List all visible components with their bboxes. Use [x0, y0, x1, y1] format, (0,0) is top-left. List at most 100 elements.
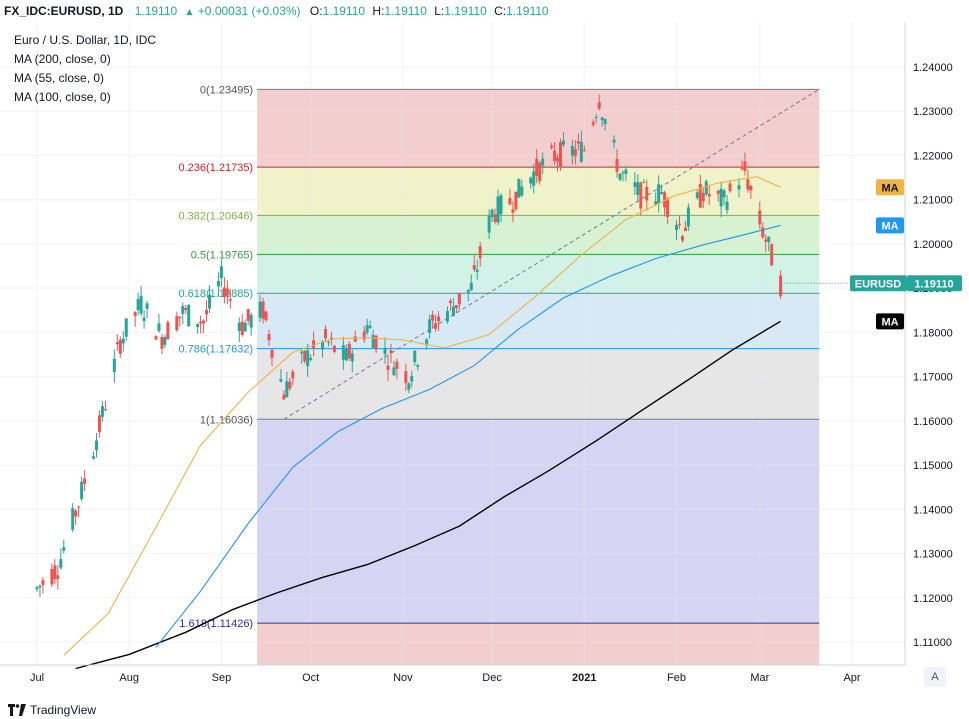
candle-body — [520, 186, 524, 196]
candle-body — [496, 196, 500, 223]
auto-scale-button[interactable]: A — [924, 667, 946, 687]
candle-body — [392, 367, 396, 376]
candle-body — [94, 440, 98, 451]
candle-body — [490, 209, 494, 218]
price-tick-label: 1.24000 — [913, 62, 953, 74]
symbol-name[interactable]: FX_IDC:EURUSD, 1D — [4, 4, 124, 18]
candle-body — [300, 351, 304, 354]
price-tick-label: 1.20000 — [913, 239, 953, 251]
candle-body — [407, 383, 411, 390]
series-line — [155, 224, 781, 648]
candle-body — [59, 559, 63, 568]
candle-body — [410, 376, 414, 382]
candle-body — [603, 119, 607, 125]
candle-body — [321, 341, 325, 350]
candle-body — [332, 345, 336, 352]
fib-zone-5 — [257, 348, 820, 420]
candle-body — [97, 415, 101, 433]
price-badge-value-bg — [907, 275, 962, 292]
candle-body — [615, 158, 619, 172]
price-badge-value: 1.19110 — [914, 278, 953, 290]
candle-body — [680, 236, 684, 241]
candle-body — [666, 199, 670, 217]
price-badge-symbol-bg — [850, 275, 907, 292]
candle-body — [246, 309, 250, 321]
high-value: 1.19110 — [384, 4, 427, 18]
fib-zone-0 — [257, 89, 820, 168]
candle-body — [157, 323, 161, 332]
time-tick-label: Mar — [750, 672, 769, 684]
candle-body — [737, 185, 741, 190]
candle-body — [404, 371, 408, 384]
candle-body — [184, 307, 188, 311]
time-tick-label: Dec — [482, 672, 502, 684]
candle-body — [499, 195, 503, 215]
candle-body — [160, 336, 164, 349]
open-value: 1.19110 — [322, 4, 366, 18]
candle-body — [77, 506, 81, 508]
candle-body — [142, 317, 146, 321]
low-value: 1.19110 — [444, 4, 487, 18]
candle-body — [556, 157, 560, 162]
price-tick-label: 1.12000 — [913, 593, 953, 605]
axis-badge: MA — [876, 313, 904, 330]
candle-body — [288, 381, 292, 389]
high-label: H: — [372, 4, 385, 18]
candle-body — [166, 322, 170, 340]
axis-badge-bg — [876, 179, 904, 196]
candle-body — [237, 322, 241, 332]
candle-body — [80, 481, 84, 499]
candle-body — [663, 192, 667, 208]
candle-body — [83, 478, 87, 484]
candle-body — [561, 140, 565, 145]
axis-badge-bg — [876, 313, 904, 330]
open-label: O: — [309, 4, 323, 18]
axis-badge-label: MA — [881, 182, 898, 194]
candle-body — [767, 236, 771, 242]
fib-level-label: 0.618(1.18885) — [178, 288, 253, 300]
candle-body — [324, 328, 328, 339]
candle-body — [677, 223, 681, 225]
legend-ma100[interactable]: MA (100, close, 0) — [14, 90, 111, 104]
tradingview-logo[interactable]: TradingView — [8, 703, 96, 717]
fib-level-label: 0.786(1.17632) — [178, 344, 253, 356]
legend-ma55[interactable]: MA (55, close, 0) — [14, 71, 105, 85]
candle-body — [636, 182, 640, 195]
fib-level-label: 0(1.23495) — [200, 84, 253, 96]
candle-body — [698, 183, 702, 208]
candle-body — [306, 350, 310, 367]
candle-body — [240, 321, 244, 335]
candle-body — [695, 192, 699, 199]
series-line — [63, 176, 781, 656]
price-tick-label: 1.17000 — [913, 372, 953, 384]
fib-zone-6 — [257, 419, 820, 624]
candle-body — [639, 182, 643, 209]
candle-body — [624, 169, 628, 174]
candle-body — [675, 224, 679, 230]
candle-body — [428, 319, 432, 333]
candle-body — [591, 122, 595, 125]
candle-body — [202, 320, 206, 324]
fib-zone-bottom — [257, 623, 820, 665]
candle-body — [683, 227, 687, 232]
candle-body — [205, 310, 209, 315]
candle-body — [38, 585, 42, 588]
candle-body — [425, 339, 429, 346]
candle-body — [532, 171, 536, 186]
candle-body — [633, 182, 637, 187]
candle-body — [303, 350, 307, 362]
axis-badge-bg — [876, 217, 904, 234]
candle-body — [178, 316, 182, 319]
candle-body — [145, 303, 149, 309]
legend-ma200[interactable]: MA (200, close, 0) — [14, 52, 111, 66]
candle-body — [291, 371, 295, 379]
candle-body — [749, 185, 753, 191]
price-tick-label: 1.16000 — [913, 416, 953, 428]
candle-body — [576, 141, 580, 144]
candle-body — [612, 139, 616, 143]
price-tick-label: 1.23000 — [913, 106, 953, 118]
candle-body — [645, 187, 649, 201]
candle-body — [261, 301, 265, 319]
candle-body — [270, 349, 274, 358]
